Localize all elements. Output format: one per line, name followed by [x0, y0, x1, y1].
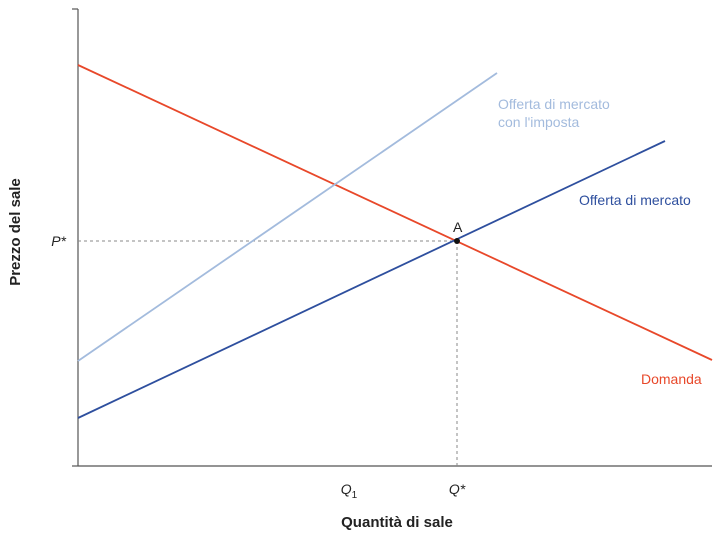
x-tick-label-1: Q1	[341, 481, 358, 501]
y-tick-label-1: P*	[51, 233, 66, 249]
axes	[72, 8, 712, 467]
series-line-3	[77, 72, 498, 362]
point-marker-1	[454, 238, 460, 244]
point-label-1: A	[453, 219, 463, 235]
series-label-1: Domanda	[641, 371, 702, 387]
series-label-3: Offerta di mercato con l'imposta	[498, 96, 610, 130]
series-line-2	[77, 140, 666, 419]
series-line-1	[77, 64, 713, 361]
guide-lines	[78, 240, 458, 466]
y-axis-title: Prezzo del sale	[7, 178, 24, 286]
x-axis-title: Quantità di sale	[341, 514, 453, 531]
tick-labels: Q1 Q* P*	[51, 233, 466, 501]
series-label-2: Offerta di mercato	[579, 192, 691, 208]
series-labels: Domanda Offerta di mercato Offerta di merc…	[498, 96, 702, 387]
points: A	[453, 219, 463, 244]
x-tick-label-2: Q*	[449, 481, 466, 497]
series-lines	[77, 64, 713, 419]
